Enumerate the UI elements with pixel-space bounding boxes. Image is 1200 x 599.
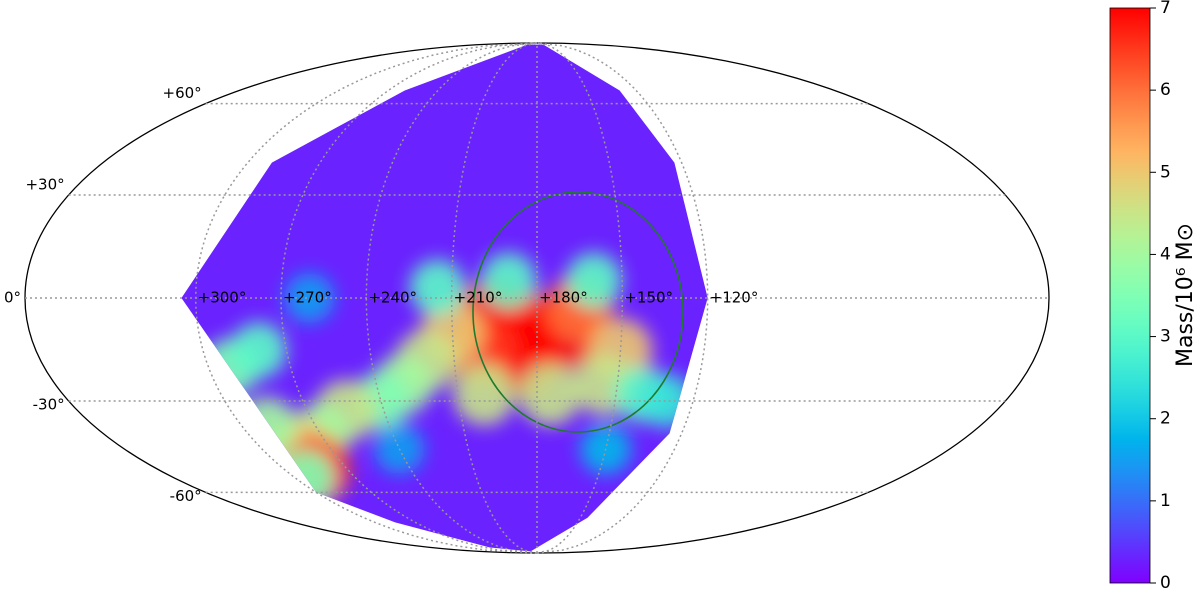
lon-tick-label: +210° xyxy=(454,289,503,307)
heat-cell xyxy=(453,363,516,426)
colorbar-tick-label: 2 xyxy=(1160,409,1171,429)
lon-grid-line xyxy=(365,42,538,554)
lat-tick-label: +30° xyxy=(25,175,64,193)
lat-tick-label: 0° xyxy=(4,289,21,307)
colorbar-tick-label: 6 xyxy=(1160,80,1171,100)
lon-grid-line xyxy=(194,42,538,554)
region-circle xyxy=(472,191,684,433)
lon-grid-line xyxy=(280,42,538,554)
heat-cell xyxy=(284,273,335,323)
colorbar-tick-label: 0 xyxy=(1160,573,1171,593)
heat-cell xyxy=(237,397,298,458)
lon-tick-label: +270° xyxy=(283,289,332,307)
colorbar-tick-label: 3 xyxy=(1160,327,1171,347)
lon-grid-line xyxy=(450,42,538,554)
colorbar-tick-label: 7 xyxy=(1160,0,1171,18)
lon-tick-label: +150° xyxy=(624,289,673,307)
heat-cell xyxy=(565,252,622,309)
lat-tick-label: -60° xyxy=(170,487,202,505)
heat-cell xyxy=(277,449,336,508)
colorbar-tick-label: 5 xyxy=(1160,162,1171,182)
lon-tick-label: +240° xyxy=(368,289,417,307)
heat-cell xyxy=(480,252,537,309)
lon-tick-label: +120° xyxy=(710,289,759,307)
lon-grid-line xyxy=(536,42,709,554)
colorbar-label: Mass/10⁶ M⊙ xyxy=(1173,223,1198,367)
colorbar-tick-label: 1 xyxy=(1160,491,1171,511)
lat-tick-label: -30° xyxy=(33,396,65,414)
heat-cell xyxy=(409,259,466,316)
heat-cell xyxy=(519,363,582,426)
lon-tick-label: +300° xyxy=(198,289,247,307)
heat-cell xyxy=(230,322,287,379)
lon-grid-line xyxy=(536,42,624,554)
lat-tick-label: +60° xyxy=(163,84,202,102)
lon-tick-label: +180° xyxy=(539,289,588,307)
colorbar-tick-label: 4 xyxy=(1160,244,1171,264)
colorbar xyxy=(1109,7,1151,584)
